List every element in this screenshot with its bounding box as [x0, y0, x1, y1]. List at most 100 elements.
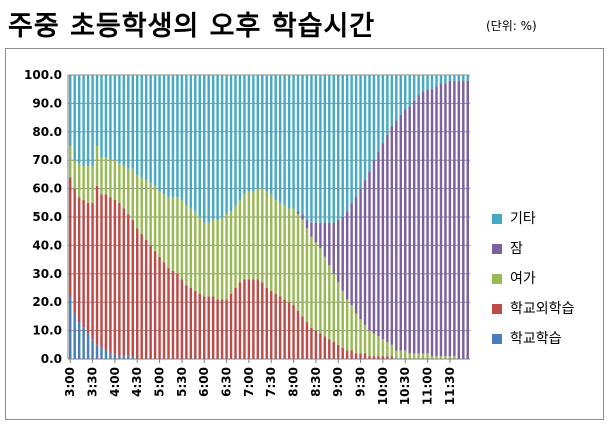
bar-segment	[372, 75, 376, 161]
bar-segment	[332, 341, 335, 359]
bar-segment	[234, 205, 237, 288]
bar-segment	[283, 75, 286, 206]
bar-segment	[314, 75, 318, 223]
bar-segment	[171, 270, 175, 359]
bar-segment	[354, 353, 358, 359]
x-tick-label: 11:30	[443, 367, 457, 405]
bar-segment	[167, 75, 170, 198]
bar-segment	[203, 75, 206, 223]
bar-segment	[243, 75, 246, 195]
bar-segment	[457, 75, 461, 81]
bar-segment	[323, 256, 327, 337]
bar-segment	[270, 75, 273, 195]
bar-segment	[457, 80, 461, 360]
bar-segment	[77, 197, 81, 323]
y-tick-label: 70.0	[32, 153, 62, 167]
bar-segment	[118, 356, 121, 359]
bar-segment	[377, 151, 380, 337]
bar-segment	[278, 75, 282, 203]
bar-segment	[381, 75, 385, 144]
bar-segment	[444, 356, 447, 359]
bar-segment	[261, 188, 264, 283]
bar-segment	[453, 356, 456, 359]
bar-segment	[408, 106, 411, 354]
bar-segment	[144, 180, 148, 240]
bar-segment	[323, 336, 327, 359]
bar-segment	[426, 75, 429, 90]
unit-note: (단위: %)	[486, 19, 537, 33]
x-tick-label: 3:00	[63, 367, 77, 397]
bar-segment	[203, 296, 206, 359]
bar-segment	[189, 75, 193, 209]
bar-segment	[220, 299, 224, 359]
bar-segment	[109, 197, 112, 354]
x-tick-label: 5:00	[153, 367, 167, 397]
bar-segment	[354, 313, 358, 354]
bar-segment	[466, 75, 469, 81]
bar-segment	[372, 356, 376, 359]
bar-segment	[220, 75, 224, 217]
bar-segment	[127, 356, 130, 359]
bar-segment	[194, 75, 197, 212]
bar-segment	[287, 302, 291, 359]
bar-segment	[86, 165, 90, 203]
bar-segment	[109, 353, 112, 359]
bar-segment	[359, 75, 362, 189]
bar-segment	[229, 293, 233, 359]
bar-segment	[296, 75, 300, 212]
bar-segment	[404, 75, 407, 110]
bar-segment	[211, 75, 215, 220]
bar-segment	[372, 160, 376, 334]
bar-segment	[296, 214, 300, 311]
bar-segment	[247, 75, 251, 192]
bars	[69, 75, 469, 360]
bar-segment	[310, 327, 313, 359]
x-tick-label: 4:30	[130, 367, 144, 397]
bar-segment	[73, 160, 76, 189]
bar-segment	[77, 75, 81, 164]
bar-segment	[86, 202, 90, 334]
bar-segment	[122, 165, 126, 209]
y-tick-label: 20.0	[32, 295, 62, 309]
bar-segment	[372, 333, 376, 357]
bar-segment	[180, 75, 184, 200]
bar-segment	[77, 163, 81, 198]
bar-segment	[82, 75, 85, 166]
bar-segment	[82, 327, 85, 359]
bar-segment	[122, 356, 126, 359]
bar-segment	[278, 296, 282, 359]
bar-segment	[91, 339, 94, 359]
legend-label: 학교외학습	[510, 301, 575, 317]
bar-segment	[417, 75, 420, 95]
bar-segment	[131, 219, 134, 357]
bar-segment	[377, 356, 380, 359]
bar-segment	[207, 222, 210, 297]
bar-segment	[412, 353, 416, 359]
bar-segment	[265, 75, 268, 192]
bar-segment	[354, 197, 358, 314]
bar-segment	[149, 182, 152, 246]
bar-segment	[412, 75, 416, 101]
bar-segment	[314, 242, 318, 331]
y-tick-label: 50.0	[32, 210, 62, 224]
x-tick-label: 6:00	[197, 367, 211, 397]
bar-segment	[153, 185, 157, 252]
bar-segment	[390, 356, 394, 359]
x-tick-label: 9:00	[331, 367, 345, 397]
bar-segment	[444, 75, 447, 84]
bar-segment	[350, 305, 353, 351]
bar-segment	[127, 214, 130, 357]
bar-segment	[198, 75, 201, 217]
x-tick-label: 7:30	[264, 367, 278, 397]
bar-segment	[350, 202, 353, 306]
bar-segment	[278, 202, 282, 297]
bar-segment	[381, 143, 385, 340]
bar-segment	[328, 75, 331, 223]
bar-segment	[332, 273, 335, 342]
bar-segment	[86, 333, 90, 359]
bar-segment	[270, 194, 273, 291]
y-tick-label: 60.0	[32, 182, 62, 196]
bar-segment	[310, 236, 313, 328]
bar-segment	[435, 356, 438, 359]
bar-segment	[194, 290, 197, 359]
